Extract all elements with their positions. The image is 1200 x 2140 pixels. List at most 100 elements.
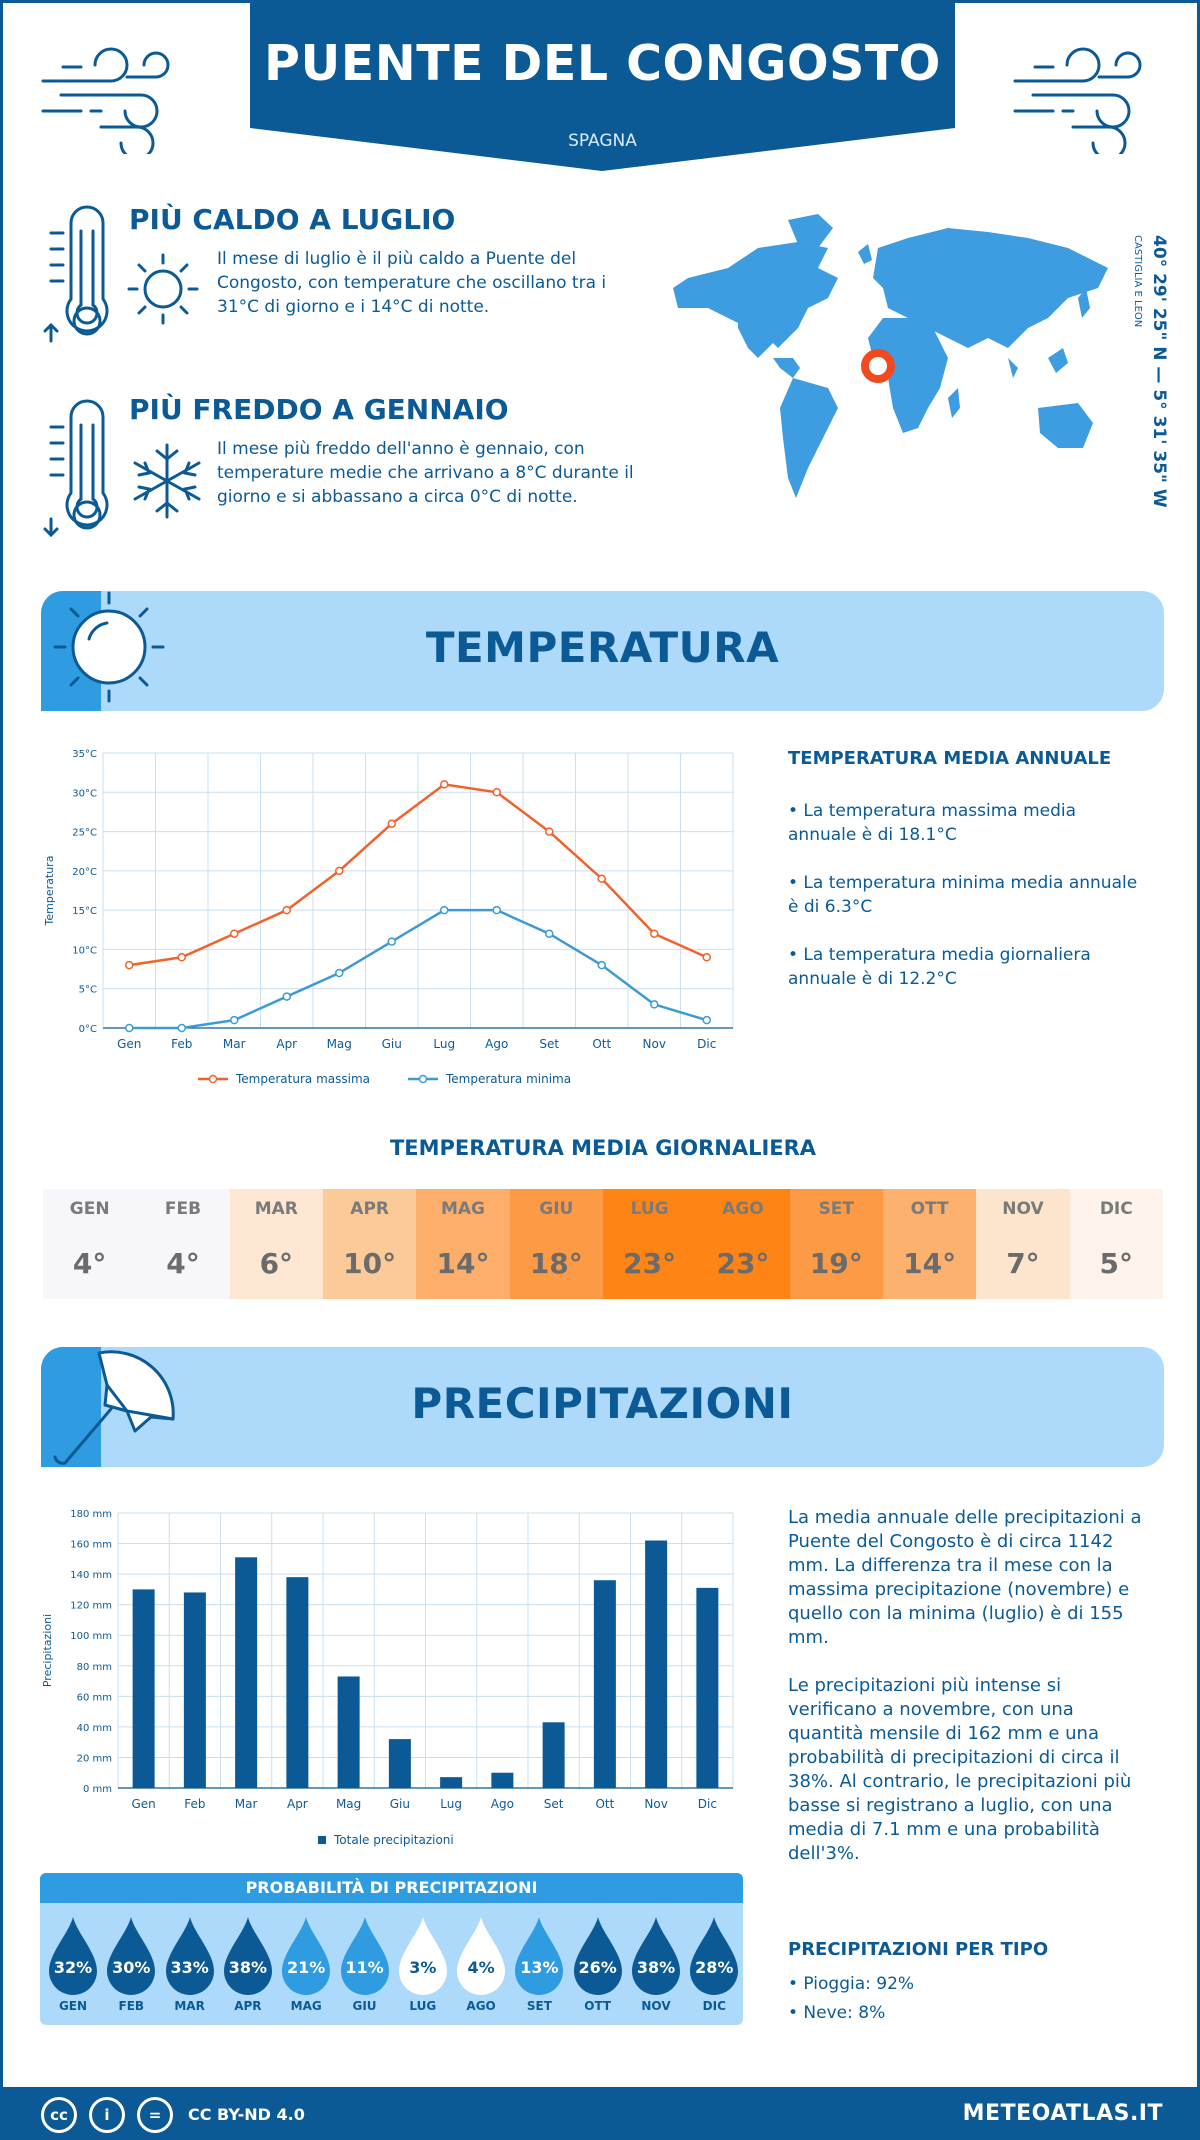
data-point — [545, 827, 554, 836]
y-tick-label: 40 mm — [77, 1723, 112, 1734]
x-tick-label: Gen — [117, 1037, 141, 1051]
temperature-section-header: TEMPERATURA — [41, 591, 1164, 711]
probability-month: SET — [526, 1999, 552, 2013]
no-derivatives-icon: = — [137, 2097, 173, 2133]
legend-marker — [318, 1836, 326, 1844]
precipitation-type-title: PRECIPITAZIONI PER TIPO — [788, 1939, 1049, 1960]
probability-value: 26% — [578, 1958, 617, 1977]
data-point — [230, 1015, 239, 1025]
brand-link[interactable]: METEOATLAS.IT — [962, 2101, 1163, 2126]
x-tick-label: Nov — [644, 1797, 667, 1811]
data-point — [387, 937, 396, 946]
probability-month: MAR — [174, 1999, 205, 2013]
daily-temperature-title: TEMPERATURA MEDIA GIORNALIERA — [389, 1136, 817, 1160]
probability-month: MAG — [290, 1999, 322, 2013]
probability-month: APR — [234, 1999, 262, 2013]
y-tick-label: 30°C — [72, 788, 97, 799]
raindrop-icon — [223, 1917, 272, 1995]
daily-cell: LUG 23° — [602, 1189, 697, 1299]
data-point — [650, 1000, 659, 1009]
raindrop-icon — [632, 1917, 680, 1995]
probability-value: 30% — [112, 1958, 151, 1977]
probability-month: AGO — [466, 1999, 496, 2013]
umbrella-icon — [53, 1350, 175, 1465]
x-tick-label: Lug — [433, 1037, 455, 1051]
daily-month: DIC — [1099, 1199, 1133, 1219]
wind-icon — [1013, 47, 1142, 154]
y-tick-label: 160 mm — [70, 1540, 112, 1551]
x-tick-label: Apr — [276, 1037, 297, 1051]
y-tick-label: 140 mm — [70, 1570, 112, 1581]
data-point — [177, 1023, 186, 1033]
daily-month: FEB — [164, 1199, 202, 1219]
probability-month: OTT — [584, 1999, 612, 2013]
data-point — [492, 788, 501, 797]
attribution-icon: i — [89, 2097, 125, 2133]
temperature-bullet: • La temperatura massima media annuale è… — [788, 801, 1077, 845]
daily-cell: GIU 18° — [509, 1189, 603, 1299]
precipitation-probability-panel: PROBABILITÀ DI PRECIPITAZIONI 32% GEN 30% F… — [40, 1873, 743, 2025]
temperature-section-title: TEMPERATURA — [425, 623, 780, 672]
daily-temperature-table: GEN 4° FEB 4° MAR 6° APR 10° MAG 14° GIU 18° LUG 23° A… — [43, 1189, 1163, 1299]
coordinates-text: 40° 29' 25" N — 5° 31' 35" W — [1149, 235, 1169, 508]
probability-drop: 11% GIU — [336, 1915, 394, 2020]
section-bar — [41, 591, 1164, 711]
probability-drop: 38% APR — [219, 1915, 277, 2020]
data-point — [335, 968, 344, 978]
daily-month: MAG — [440, 1199, 485, 1219]
precipitation-chart: 0 mm 20 mm 40 mm 60 mm 80 mm 100 mm 120 mm 140 … — [41, 1509, 734, 1847]
y-tick-label: 180 mm — [70, 1509, 112, 1520]
probability-month: LUG — [409, 1999, 437, 2013]
y-tick-label: 0 mm — [83, 1784, 112, 1795]
data-point — [177, 953, 186, 962]
data-point — [650, 929, 659, 938]
x-tick-label: Apr — [287, 1797, 308, 1811]
probability-drop: 30% FEB — [102, 1915, 160, 2020]
probability-month: DIC — [702, 1999, 726, 2013]
daily-month: OTT — [910, 1199, 949, 1219]
probability-value: 13% — [520, 1958, 559, 1977]
banner-shape — [250, 3, 955, 171]
precipitation-section-header: PRECIPITAZIONI — [41, 1347, 1164, 1467]
x-tick-label: Mag — [327, 1037, 352, 1051]
x-tick-label: Mag — [336, 1797, 361, 1811]
series-line — [129, 783, 708, 967]
probability-value: 38% — [636, 1958, 676, 1977]
data-point — [125, 1023, 134, 1033]
world-map — [673, 214, 1108, 498]
raindrop-icon — [49, 1917, 97, 1995]
daily-cell: FEB 4° — [136, 1189, 230, 1299]
daily-cell: DIC 5° — [1069, 1189, 1163, 1299]
daily-value: 10° — [343, 1247, 397, 1280]
x-tick-label: Feb — [171, 1037, 192, 1051]
x-tick-label: Ago — [485, 1037, 508, 1051]
raindrop-icon — [107, 1917, 156, 1995]
legend-marker — [418, 1074, 428, 1084]
daily-value: 5° — [1099, 1247, 1134, 1280]
bar — [388, 1739, 411, 1788]
probability-drop: 26% OTT — [569, 1915, 627, 2020]
daily-value: 23° — [716, 1247, 770, 1280]
bar — [491, 1772, 514, 1788]
raindrop-icon — [282, 1917, 331, 1995]
probability-drop: 21% MAG — [277, 1915, 335, 2020]
probability-value: 3% — [409, 1958, 437, 1977]
wind-icon — [41, 47, 170, 154]
precipitation-probability-title: PROBABILITÀ DI PRECIPITAZIONI — [40, 1873, 743, 1903]
x-tick-label: Ott — [592, 1037, 611, 1051]
daily-month: MAR — [254, 1199, 298, 1219]
precipitation-type-snow: • Neve: 8% — [788, 2003, 886, 2023]
footer: cc i = CC BY-ND 4.0 METEOATLAS.IT — [3, 2087, 1200, 2140]
precipitation-paragraph: Le precipitazioni più intense si verific… — [788, 1675, 1132, 1864]
precipitation-type-rain: • Pioggia: 92% — [788, 1974, 915, 1994]
y-tick-label: 100 mm — [70, 1631, 112, 1642]
y-tick-label: 20°C — [72, 867, 97, 878]
x-tick-label: Ott — [595, 1797, 614, 1811]
daily-month: NOV — [1002, 1199, 1044, 1219]
probability-drop: 3% LUG — [394, 1915, 452, 2020]
x-tick-label: Mar — [235, 1797, 258, 1811]
series-line — [129, 908, 708, 1030]
daily-cell: APR 10° — [322, 1189, 417, 1299]
raindrop-icon — [398, 1917, 447, 1995]
